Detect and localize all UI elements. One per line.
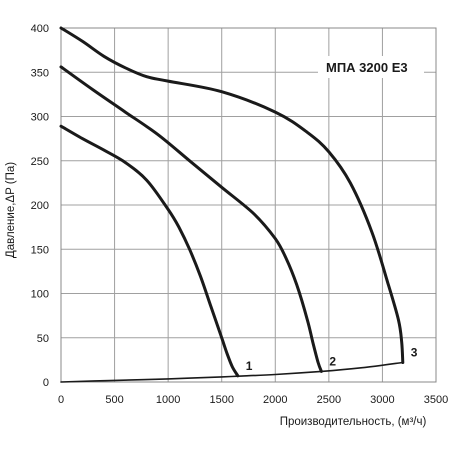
x-tick-label: 2500	[317, 394, 341, 406]
system-curve	[60, 361, 404, 383]
tick-labels: 0 500 1000 1500 2000 2500 3000 3500 0 50 100 150 200…	[31, 23, 449, 406]
plot-frame	[60, 27, 437, 383]
y-axis-title: Давление,ΔP (Па)	[5, 162, 17, 258]
y-tick-label: 350	[31, 67, 49, 79]
curve-label-2: 2	[329, 354, 336, 368]
y-tick-label: 150	[31, 244, 49, 256]
x-axis-title: Производительность, (м³/ч)	[280, 416, 427, 428]
title-background	[318, 56, 424, 78]
fan-curve-3	[59, 26, 405, 364]
fan-curve-2	[59, 65, 323, 373]
curve-labels: 1 2 3	[246, 346, 418, 373]
y-tick-label: 100	[31, 289, 49, 301]
y-tick-label: 0	[43, 377, 49, 389]
fan-curve-1	[59, 124, 240, 378]
y-tick-label: 400	[31, 23, 49, 35]
y-tick-label: 200	[31, 200, 49, 212]
curve-label-3: 3	[411, 346, 418, 360]
x-tick-label: 3000	[370, 394, 394, 406]
x-tick-label: 1000	[156, 394, 180, 406]
curve-label-1: 1	[246, 359, 253, 373]
y-tick-label: 250	[31, 156, 49, 168]
x-tick-label: 3500	[424, 394, 448, 406]
y-tick-label: 300	[31, 112, 49, 124]
chart-title: МПА 3200 Е3	[326, 60, 408, 75]
y-tick-label: 50	[37, 333, 49, 345]
x-tick-label: 1500	[209, 394, 233, 406]
x-tick-label: 2000	[263, 394, 287, 406]
x-tick-label: 0	[58, 394, 64, 406]
x-tick-label: 500	[105, 394, 123, 406]
curves	[59, 26, 405, 383]
